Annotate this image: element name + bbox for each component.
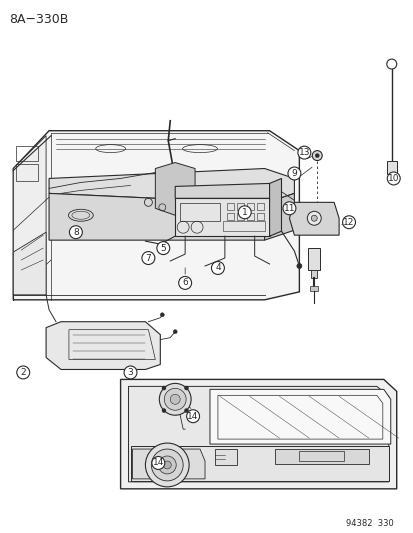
Polygon shape bbox=[13, 131, 299, 300]
Text: 9: 9 bbox=[291, 169, 297, 178]
Bar bbox=[236, 203, 243, 211]
Circle shape bbox=[311, 151, 321, 160]
Text: 1: 1 bbox=[241, 208, 247, 217]
Circle shape bbox=[157, 241, 169, 255]
Circle shape bbox=[158, 456, 176, 474]
Bar bbox=[388, 174, 394, 181]
Text: 3: 3 bbox=[127, 368, 133, 377]
Circle shape bbox=[211, 262, 224, 274]
Bar bbox=[16, 146, 38, 160]
Bar bbox=[236, 213, 243, 220]
Text: 10: 10 bbox=[387, 174, 399, 183]
Text: 2: 2 bbox=[20, 368, 26, 377]
Circle shape bbox=[184, 409, 188, 413]
Circle shape bbox=[124, 366, 137, 379]
Circle shape bbox=[178, 277, 191, 289]
Circle shape bbox=[184, 386, 188, 390]
Polygon shape bbox=[209, 389, 390, 444]
Polygon shape bbox=[13, 136, 46, 295]
Bar bbox=[256, 213, 263, 220]
Text: 11: 11 bbox=[283, 204, 294, 213]
Circle shape bbox=[386, 172, 399, 185]
Circle shape bbox=[170, 394, 180, 404]
Circle shape bbox=[152, 456, 164, 470]
Polygon shape bbox=[175, 183, 269, 198]
Circle shape bbox=[69, 225, 82, 239]
Polygon shape bbox=[289, 203, 338, 235]
Text: 12: 12 bbox=[342, 218, 354, 227]
Bar bbox=[256, 203, 263, 211]
Circle shape bbox=[297, 146, 310, 159]
Circle shape bbox=[186, 410, 199, 423]
Bar bbox=[246, 213, 253, 220]
Polygon shape bbox=[49, 168, 294, 203]
Polygon shape bbox=[46, 322, 160, 369]
Polygon shape bbox=[274, 449, 368, 464]
Polygon shape bbox=[49, 193, 264, 240]
Polygon shape bbox=[130, 446, 388, 481]
Bar bbox=[16, 164, 38, 181]
Text: 4: 4 bbox=[215, 263, 220, 272]
Text: 94382  330: 94382 330 bbox=[345, 519, 393, 528]
Polygon shape bbox=[120, 379, 396, 489]
Bar bbox=[180, 203, 219, 221]
Circle shape bbox=[145, 443, 189, 487]
Polygon shape bbox=[155, 163, 195, 215]
Polygon shape bbox=[269, 179, 281, 236]
Text: 14: 14 bbox=[187, 411, 198, 421]
Text: 8: 8 bbox=[73, 228, 78, 237]
Bar bbox=[214, 449, 236, 465]
Bar bbox=[222, 221, 264, 231]
Circle shape bbox=[296, 263, 301, 269]
Bar bbox=[310, 286, 318, 291]
Text: 7: 7 bbox=[145, 254, 151, 263]
Polygon shape bbox=[13, 232, 46, 295]
Circle shape bbox=[315, 154, 318, 158]
Text: 8A−330B: 8A−330B bbox=[9, 13, 69, 26]
Text: 5: 5 bbox=[160, 244, 166, 253]
Circle shape bbox=[342, 216, 355, 229]
Bar bbox=[246, 203, 253, 211]
Polygon shape bbox=[132, 449, 204, 479]
Circle shape bbox=[282, 202, 295, 215]
Text: 14: 14 bbox=[152, 458, 164, 467]
Circle shape bbox=[17, 366, 30, 379]
Circle shape bbox=[161, 409, 166, 413]
Text: 6: 6 bbox=[182, 278, 188, 287]
Bar bbox=[386, 160, 396, 174]
Bar bbox=[299, 451, 343, 461]
Circle shape bbox=[164, 389, 186, 410]
Circle shape bbox=[142, 252, 154, 264]
Text: 13: 13 bbox=[298, 148, 309, 157]
Polygon shape bbox=[128, 386, 388, 482]
Circle shape bbox=[160, 313, 164, 317]
Circle shape bbox=[173, 330, 177, 334]
Circle shape bbox=[238, 206, 251, 219]
Bar bbox=[308, 248, 320, 270]
Circle shape bbox=[159, 383, 191, 415]
Bar bbox=[311, 270, 316, 278]
Polygon shape bbox=[175, 198, 269, 236]
Circle shape bbox=[163, 461, 171, 469]
Circle shape bbox=[161, 386, 166, 390]
Circle shape bbox=[287, 167, 300, 180]
Bar bbox=[226, 203, 233, 211]
Circle shape bbox=[151, 449, 183, 481]
Bar bbox=[226, 213, 233, 220]
Circle shape bbox=[311, 215, 316, 221]
Polygon shape bbox=[264, 193, 294, 240]
Circle shape bbox=[306, 211, 320, 225]
Circle shape bbox=[386, 59, 396, 69]
